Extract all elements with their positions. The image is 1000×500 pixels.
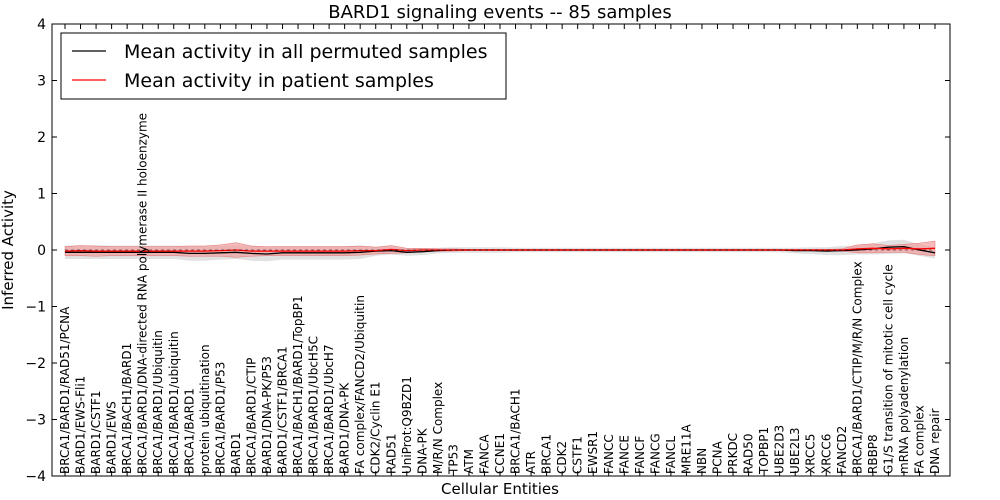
x-category-label: EWSR1 [586, 431, 600, 474]
y-tick-label: 4 [37, 17, 46, 33]
x-category-label: UniProt:Q9BZD1 [400, 376, 414, 474]
y-tick-label: 0 [37, 243, 46, 259]
x-category-label: BRCA1/BARD1/ubiquitin [167, 331, 181, 474]
x-category-label: XRCC6 [819, 434, 833, 474]
x-category-label: BRCA1/BARD1 [182, 388, 196, 474]
x-category-label: BRCA1 [540, 434, 554, 474]
x-category-label: UBE2L3 [788, 427, 802, 474]
y-tick-label: 1 [37, 187, 46, 203]
x-category-label: BARD1/EWS-Fli1 [74, 376, 88, 474]
x-category-label: RAD51 [384, 433, 398, 474]
x-category-label: FANCG [648, 433, 662, 474]
x-category-label: CCNE1 [493, 433, 507, 474]
x-category-label: CDK2 [555, 441, 569, 474]
legend-label-permuted: Mean activity in all permuted samples [124, 41, 487, 63]
x-category-label: FANCD2 [835, 426, 849, 474]
y-tick-label: −1 [25, 300, 46, 316]
x-category-label: FANCF [633, 436, 647, 474]
y-axis-label: Inferred Activity [0, 190, 17, 310]
y-tick-label: −4 [25, 469, 46, 485]
x-category-label: BRCA1/BARD1/DNA-directed RNA polymerase … [136, 113, 150, 474]
x-category-label: protein ubiquitination [198, 344, 212, 474]
x-category-label: BARD1 [229, 432, 243, 474]
chart-title: BARD1 signaling events -- 85 samples [328, 2, 672, 23]
plot-frame [51, 23, 951, 477]
x-category-label: G1/S transition of mitotic cell cycle [881, 264, 895, 474]
y-tick-label: 3 [37, 74, 46, 90]
x-category-label: BRCA1/BARD1/UbcH7 [322, 344, 336, 474]
x-category-label: BRCA1/BACH1 [509, 388, 523, 474]
x-category-label: DNA repair [928, 408, 942, 474]
x-category-label: BARD1/CSTF1/BRCA1 [276, 346, 290, 474]
x-category-label: CSTF1 [571, 436, 585, 474]
x-category-label: FANCC [602, 434, 616, 474]
x-category-label: ATR [524, 451, 538, 474]
x-category-label: CDK2/Cyclin E1 [369, 381, 383, 474]
legend: Mean activity in all permuted samples Me… [60, 32, 507, 100]
x-category-label: BRCA1/BARD1/P53 [213, 362, 227, 474]
x-category-label: BRCA1/BARD1/RAD51/PCNA [58, 306, 72, 474]
y-tick-label: 2 [37, 130, 46, 146]
x-category-label: M/R/N Complex [431, 382, 445, 474]
y-tick-label: −2 [25, 356, 46, 372]
legend-label-patient: Mean activity in patient samples [124, 70, 434, 92]
x-category-label: BRCA1/BACH1/BARD1 [120, 343, 134, 474]
x-category-label: BRCA1/BARD1/UbcH5C [307, 336, 321, 474]
x-category-label: MRE11A [679, 423, 693, 474]
x-category-label: FA complex [912, 405, 926, 474]
y-tick-label: −3 [25, 413, 46, 429]
x-category-label: BARD1/DNA-PK [338, 382, 352, 474]
x-category-label: NBN [695, 448, 709, 474]
x-category-label: DNA-PK [415, 427, 429, 474]
x-category-label: BRCA1/BACH1/BARD1/TopBP1 [291, 295, 305, 474]
x-category-label: mRNA polyadenylation [897, 337, 911, 474]
x-category-label: BRCA1/BARD1/CTIP [244, 358, 258, 474]
x-axis-ticks [64, 24, 936, 476]
x-category-label: FANCA [477, 434, 491, 474]
x-category-label: BRCA1/BARD1/CTIP/M/R/N Complex [850, 261, 864, 474]
x-category-label: BARD1/EWS [105, 401, 119, 474]
x-category-label: FA complex/FANCD2/Ubiquitin [353, 295, 367, 474]
y-axis-ticks: 4 3 2 1 0 −1 −2 −3 −4 [25, 17, 950, 485]
x-category-label: RAD50 [742, 433, 756, 474]
x-category-label: RBBP8 [866, 434, 880, 474]
x-category-label: FANCL [664, 436, 678, 474]
x-category-label: PCNA [711, 440, 725, 474]
x-category-label: XRCC5 [804, 434, 818, 474]
x-category-label: PRKDC [726, 433, 740, 474]
x-category-label: TP53 [446, 444, 460, 475]
x-category-label: UBE2D3 [773, 425, 787, 474]
x-category-label: BARD1/DNA-PK/P53 [260, 356, 274, 474]
x-category-label: BARD1/CSTF1 [89, 390, 103, 474]
x-category-label: TOPBP1 [757, 427, 771, 475]
x-axis-category-labels: BRCA1/BARD1/RAD51/PCNA BARD1/EWS-Fli1 BARD… [58, 113, 942, 475]
x-axis-label: Cellular Entities [441, 480, 559, 498]
band-patient [64, 240, 936, 258]
legend-box [60, 32, 507, 100]
x-category-label: BRCA1/BARD1/Ubiquitin [151, 330, 165, 474]
x-category-label: FANCE [617, 435, 631, 474]
x-category-label: ATM [462, 449, 476, 474]
